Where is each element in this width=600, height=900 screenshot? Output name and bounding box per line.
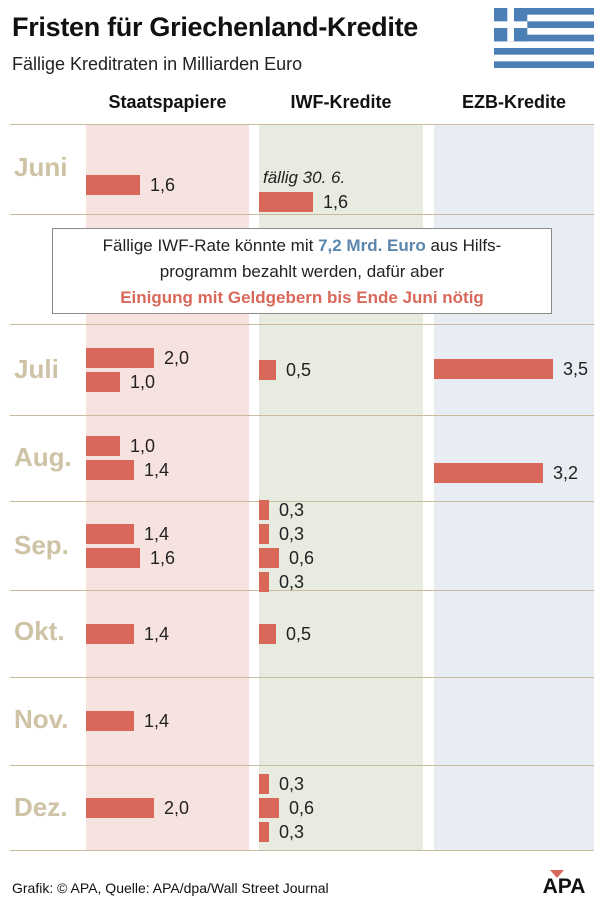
- month-label: Aug.: [14, 442, 72, 472]
- bar-staatspapiere-sep-1: [86, 547, 140, 568]
- callout-highlight-amount: 7,2 Mrd. Euro: [318, 236, 426, 255]
- bar-staatspapiere-nov-0: [86, 711, 134, 731]
- column-header-iwf: IWF-Kredite: [290, 92, 392, 112]
- value-label: 0,5: [286, 623, 312, 644]
- value-label: 0,3: [279, 773, 305, 794]
- bar-staatspapiere-juli-1: [86, 371, 120, 392]
- bar-staatspapiere-juli-0: [86, 347, 154, 368]
- juni-iwf-note: fällig 30. 6.: [263, 168, 346, 187]
- month-divider: [10, 415, 594, 416]
- bar-iwf-kredite-sep-0: [259, 499, 269, 520]
- bar-ezb-kredite-aug-0: [434, 463, 543, 483]
- callout-line-3: Einigung mit Geldgebern bis Ende Juni nö…: [120, 288, 484, 307]
- bar-iwf-kredite-okt-0: [259, 623, 276, 644]
- value-label: 0,3: [279, 821, 305, 842]
- month-label: Okt.: [14, 616, 65, 646]
- month-label: Juni: [14, 152, 68, 182]
- callout-line-1: Fällige IWF-Rate könnte mit 7,2 Mrd. Eur…: [53, 233, 551, 259]
- bar-iwf-kredite-dez-0: [259, 773, 269, 794]
- month-label: Sep.: [14, 530, 69, 560]
- bar-iwf-kredite-dez-1: [259, 797, 279, 818]
- apa-logo-text: APA: [543, 875, 586, 896]
- value-label: 1,6: [323, 192, 349, 212]
- callout-line-1-post: aus Hilfs-: [425, 236, 502, 255]
- bar-iwf-kredite-sep-1: [259, 523, 269, 544]
- bar-staatspapiere-dez-0: [86, 797, 154, 818]
- value-label: 3,2: [553, 463, 579, 483]
- source-footer: Grafik: © APA, Quelle: APA/dpa/Wall Stre…: [12, 880, 329, 896]
- month-label: Juli: [14, 354, 59, 384]
- bar-staatspapiere-aug-0: [86, 436, 120, 456]
- column-header-ezb: EZB-Kredite: [461, 92, 566, 112]
- value-label: 0,5: [286, 359, 312, 380]
- apa-logo: APA: [543, 870, 586, 896]
- value-label: 2,0: [164, 347, 190, 368]
- value-label: 0,6: [289, 797, 315, 818]
- bar-iwf-kredite-dez-2: [259, 821, 269, 842]
- value-label: 1,0: [130, 436, 156, 456]
- month-divider: [10, 214, 594, 215]
- month-divider: [10, 765, 594, 766]
- bar-iwf-kredite-juni-0: [259, 192, 313, 212]
- chart-subtitle: Fällige Kreditraten in Milliarden Euro: [12, 54, 303, 74]
- iwf-callout-box: Fällige IWF-Rate könnte mit 7,2 Mrd. Eur…: [52, 228, 552, 314]
- value-label: 1,4: [144, 623, 170, 644]
- greek-flag-icon: [494, 8, 594, 68]
- value-label: 0,3: [279, 499, 305, 520]
- month-divider: [10, 590, 594, 591]
- month-label: Dez.: [14, 792, 68, 822]
- value-label: 1,0: [130, 371, 156, 392]
- value-label: 2,0: [164, 797, 190, 818]
- value-label: 0,3: [279, 523, 305, 544]
- value-label: 1,4: [144, 523, 170, 544]
- value-label: 1,4: [144, 711, 170, 731]
- value-label: 1,6: [150, 547, 176, 568]
- value-label: 1,6: [150, 175, 176, 195]
- month-label: Nov.: [14, 704, 69, 734]
- bar-staatspapiere-sep-0: [86, 523, 134, 544]
- value-label: 1,4: [144, 460, 170, 480]
- bar-iwf-kredite-sep-3: [259, 571, 269, 592]
- month-divider: [10, 324, 594, 325]
- value-label: 0,6: [289, 547, 315, 568]
- callout-line-2: programm bezahlt werden, dafür aber: [159, 262, 445, 281]
- bar-iwf-kredite-sep-2: [259, 547, 279, 568]
- month-divider: [10, 124, 594, 125]
- value-label: 0,3: [279, 571, 305, 592]
- bar-staatspapiere-aug-1: [86, 460, 134, 480]
- month-divider: [10, 850, 594, 851]
- bar-staatspapiere-juni-0: [86, 175, 140, 195]
- column-header-staatspapiere: Staatspapiere: [108, 92, 227, 112]
- chart-title: Fristen für Griechenland-Kredite: [12, 12, 418, 42]
- bar-ezb-kredite-juli-0: [434, 359, 553, 379]
- bar-iwf-kredite-juli-0: [259, 359, 276, 380]
- month-divider: [10, 501, 594, 502]
- month-divider: [10, 677, 594, 678]
- callout-line-1-pre: Fällige IWF-Rate könnte mit: [102, 236, 319, 255]
- bar-staatspapiere-okt-0: [86, 623, 134, 644]
- value-label: 3,5: [563, 359, 589, 379]
